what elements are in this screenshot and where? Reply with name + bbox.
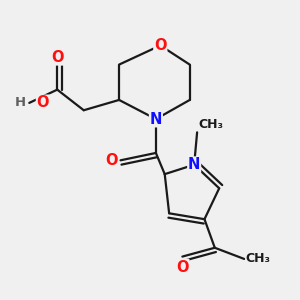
Text: O: O (105, 153, 118, 168)
Text: O: O (176, 260, 189, 274)
Text: O: O (51, 50, 64, 65)
Text: N: N (188, 157, 200, 172)
Text: CH₃: CH₃ (246, 252, 271, 266)
Text: N: N (150, 112, 162, 127)
Text: O: O (154, 38, 167, 53)
Text: CH₃: CH₃ (199, 118, 224, 131)
Text: O: O (37, 95, 49, 110)
Text: H: H (15, 96, 26, 110)
